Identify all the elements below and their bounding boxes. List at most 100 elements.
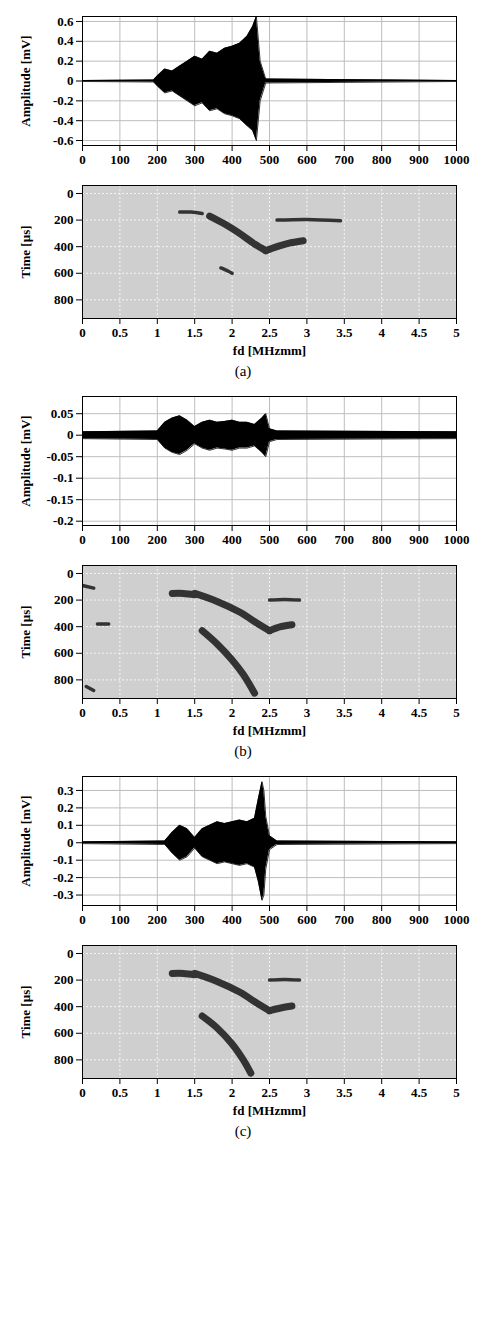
svg-text:-0.2: -0.2 <box>53 870 74 885</box>
svg-text:-0.4: -0.4 <box>53 113 74 128</box>
svg-text:400: 400 <box>54 239 74 254</box>
svg-text:3.5: 3.5 <box>336 325 353 340</box>
svg-text:4: 4 <box>378 1085 385 1100</box>
svg-text:0: 0 <box>67 427 74 442</box>
svg-text:0.6: 0.6 <box>57 14 74 29</box>
svg-text:900: 900 <box>409 152 429 167</box>
svg-text:900: 900 <box>409 532 429 547</box>
svg-text:2: 2 <box>229 325 236 340</box>
svg-text:Amplitude [mV]: Amplitude [mV] <box>18 35 33 126</box>
svg-text:600: 600 <box>54 1025 74 1040</box>
svg-text:100: 100 <box>110 912 129 927</box>
svg-text:400: 400 <box>222 532 242 547</box>
svg-text:400: 400 <box>54 619 74 634</box>
svg-text:0: 0 <box>67 946 74 961</box>
svg-text:4.5: 4.5 <box>411 325 428 340</box>
svg-text:3: 3 <box>304 705 311 720</box>
svg-text:800: 800 <box>372 532 392 547</box>
svg-text:2.5: 2.5 <box>261 1085 278 1100</box>
svg-text:800: 800 <box>372 912 392 927</box>
svg-text:500: 500 <box>260 532 280 547</box>
svg-text:1.5: 1.5 <box>187 325 204 340</box>
svg-text:1: 1 <box>154 705 161 720</box>
svg-text:fd [MHzmm]: fd [MHzmm] <box>233 1103 306 1118</box>
svg-text:3.5: 3.5 <box>336 1085 353 1100</box>
svg-text:-0.05: -0.05 <box>46 449 74 464</box>
svg-text:0: 0 <box>67 186 74 201</box>
svg-text:2.5: 2.5 <box>261 325 278 340</box>
svg-text:200: 200 <box>148 912 168 927</box>
svg-text:800: 800 <box>54 1052 74 1067</box>
svg-text:0: 0 <box>79 325 86 340</box>
svg-text:800: 800 <box>54 672 74 687</box>
svg-text:0: 0 <box>79 1085 86 1100</box>
svg-text:600: 600 <box>54 265 74 280</box>
svg-text:100: 100 <box>110 152 129 167</box>
svg-text:1000: 1000 <box>444 152 470 167</box>
svg-text:600: 600 <box>297 912 317 927</box>
svg-text:1000: 1000 <box>444 532 470 547</box>
svg-text:100: 100 <box>110 532 129 547</box>
svg-text:200: 200 <box>54 592 74 607</box>
svg-text:4: 4 <box>378 705 385 720</box>
svg-text:1000: 1000 <box>444 912 470 927</box>
svg-text:Time [µs]: Time [µs] <box>18 985 33 1038</box>
svg-text:0: 0 <box>67 73 74 88</box>
svg-text:0.1: 0.1 <box>57 817 73 832</box>
svg-text:600: 600 <box>297 152 317 167</box>
svg-text:fd [MHzmm]: fd [MHzmm] <box>233 723 306 738</box>
svg-text:200: 200 <box>148 152 168 167</box>
svg-text:0: 0 <box>79 532 86 547</box>
svg-text:3: 3 <box>304 1085 311 1100</box>
svg-text:5: 5 <box>453 1085 460 1100</box>
svg-text:3.5: 3.5 <box>336 705 353 720</box>
svg-text:800: 800 <box>372 152 392 167</box>
svg-text:Time [µs]: Time [µs] <box>18 225 33 278</box>
svg-text:0.2: 0.2 <box>57 800 73 815</box>
svg-text:200: 200 <box>148 532 168 547</box>
svg-text:0.5: 0.5 <box>112 325 129 340</box>
svg-text:700: 700 <box>335 152 355 167</box>
svg-text:700: 700 <box>335 912 355 927</box>
svg-text:900: 900 <box>409 912 429 927</box>
svg-text:1: 1 <box>154 325 161 340</box>
svg-text:Amplitude [mV]: Amplitude [mV] <box>18 795 33 886</box>
svg-text:0: 0 <box>79 705 86 720</box>
svg-text:200: 200 <box>54 212 74 227</box>
svg-text:2: 2 <box>229 1085 236 1100</box>
svg-text:400: 400 <box>222 912 242 927</box>
svg-text:0.3: 0.3 <box>57 783 74 798</box>
svg-text:700: 700 <box>335 532 355 547</box>
svg-text:200: 200 <box>54 972 74 987</box>
svg-text:0.4: 0.4 <box>57 33 74 48</box>
svg-text:-0.15: -0.15 <box>46 492 74 507</box>
svg-text:0: 0 <box>67 566 74 581</box>
svg-text:400: 400 <box>222 152 242 167</box>
svg-text:1: 1 <box>154 1085 161 1100</box>
svg-text:0.5: 0.5 <box>112 1085 129 1100</box>
svg-text:0.5: 0.5 <box>112 705 129 720</box>
svg-text:-0.3: -0.3 <box>53 887 74 902</box>
svg-text:800: 800 <box>54 292 74 307</box>
svg-text:1.5: 1.5 <box>187 1085 204 1100</box>
svg-text:Amplitude [mV]: Amplitude [mV] <box>18 415 33 506</box>
svg-text:300: 300 <box>185 532 205 547</box>
svg-text:5: 5 <box>453 705 460 720</box>
svg-text:4: 4 <box>378 325 385 340</box>
svg-text:600: 600 <box>54 645 74 660</box>
svg-text:4.5: 4.5 <box>411 1085 428 1100</box>
svg-text:600: 600 <box>297 532 317 547</box>
svg-text:300: 300 <box>185 152 205 167</box>
svg-text:fd [MHzmm]: fd [MHzmm] <box>233 343 306 358</box>
svg-text:500: 500 <box>260 152 280 167</box>
svg-text:1.5: 1.5 <box>187 705 204 720</box>
svg-text:400: 400 <box>54 999 74 1014</box>
svg-text:5: 5 <box>453 325 460 340</box>
svg-text:-0.6: -0.6 <box>53 133 74 148</box>
svg-text:-0.2: -0.2 <box>53 513 74 528</box>
svg-text:-0.2: -0.2 <box>53 93 74 108</box>
svg-text:2.5: 2.5 <box>261 705 278 720</box>
svg-text:-0.1: -0.1 <box>53 470 74 485</box>
svg-text:2: 2 <box>229 705 236 720</box>
svg-text:300: 300 <box>185 912 205 927</box>
